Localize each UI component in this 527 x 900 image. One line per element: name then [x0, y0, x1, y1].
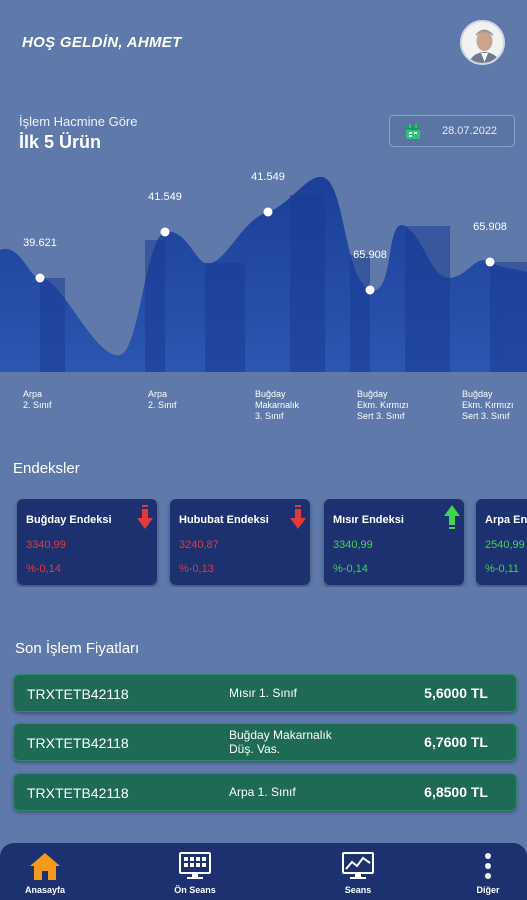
- trade-price: 6,8500 TL: [424, 784, 488, 800]
- index-name: Buğday Endeksi: [26, 514, 112, 526]
- index-card-arpa[interactable]: Arpa Endeksi 2540,99 %-0,11: [476, 499, 527, 585]
- chart-category-label: Arpa 2. Sınıf: [23, 389, 52, 410]
- chart-point-label: 65.908: [353, 249, 387, 261]
- arrow-up-icon: [444, 505, 460, 529]
- index-name: Arpa Endeksi: [485, 514, 527, 526]
- nav-tab-diger[interactable]: Diğer: [448, 843, 527, 900]
- chart-category-label: Arpa 2. Sınıf: [148, 389, 177, 410]
- nav-label: Seans: [344, 885, 372, 895]
- trade-row[interactable]: TRXTETB42118 Arpa 1. Sınıf 6,8500 TL: [13, 773, 517, 811]
- avatar[interactable]: [460, 20, 505, 65]
- indices-title: Endeksler: [13, 460, 80, 477]
- arrow-down-icon: [137, 505, 153, 529]
- chart-vertical-bands: [40, 195, 527, 372]
- index-value: 3340,99: [333, 539, 373, 551]
- chart-point-label: 41.549: [148, 191, 182, 203]
- monitor-icon: [179, 852, 211, 879]
- nav-tab-seans[interactable]: Seans: [318, 843, 398, 900]
- arrow-down-icon: [290, 505, 306, 529]
- trade-price: 5,6000 TL: [424, 685, 488, 701]
- trade-code: TRXTETB42118: [27, 686, 129, 702]
- chart-point-label: 65.908: [473, 221, 507, 233]
- chart-point[interactable]: [365, 285, 375, 295]
- chart-monitor-icon: [342, 852, 374, 879]
- trades-title: Son İşlem Fiyatları: [15, 640, 140, 657]
- index-name: Hububat Endeksi: [179, 514, 269, 526]
- trade-price: 6,7600 TL: [424, 734, 488, 750]
- index-value: 3240,87: [179, 539, 219, 551]
- chart-points: [35, 207, 495, 295]
- index-change: %-0,11: [485, 563, 520, 575]
- more-vertical-icon: [485, 853, 491, 879]
- nav-label: Diğer: [476, 885, 500, 895]
- chart-category-label: Buğday Ekm. Kırmızı Sert 3. Sınıf: [462, 389, 514, 421]
- chart-point[interactable]: [485, 257, 495, 267]
- greeting-title: HOŞ GELDİN, AHMET: [22, 34, 182, 51]
- chart-subtitle: İşlem Hacmine Göre: [19, 114, 138, 129]
- trade-product: Buğday Makarnalık Düş. Vas.: [229, 728, 332, 756]
- nav-label: Anasayfa: [24, 885, 66, 895]
- index-change: %-0,14: [333, 563, 368, 575]
- index-change: %-0,13: [179, 563, 214, 575]
- chart-point-label: 39.621: [23, 237, 57, 249]
- chart-category-label: Buğday Ekm. Kırmızı Sert 3. Sınıf: [357, 389, 409, 421]
- bottom-navigation: Anasayfa Ön Seans Seans Diğer: [0, 843, 527, 900]
- trade-product: Mısır 1. Sınıf: [229, 686, 298, 700]
- chart-point-labels: 39.621 41.549 41.549 65.908 65.908: [23, 171, 507, 261]
- nav-label: Ön Seans: [174, 885, 216, 895]
- calendar-icon: [406, 124, 420, 139]
- chart-category-label: Buğday Makarnalık 3. Sınıf: [255, 389, 300, 421]
- index-card-misir[interactable]: Mısır Endeksi 3340,99 %-0,14: [324, 499, 464, 585]
- chart-point[interactable]: [35, 273, 45, 283]
- index-value: 3340,99: [26, 539, 66, 551]
- chart-area: [0, 176, 527, 372]
- trade-row[interactable]: TRXTETB42118 Buğday Makarnalık Düş. Vas.…: [13, 723, 517, 761]
- trade-product: Arpa 1. Sınıf: [229, 785, 296, 799]
- index-card-hububat[interactable]: Hububat Endeksi 3240,87 %-0,13: [170, 499, 310, 585]
- indices-carousel[interactable]: Buğday Endeksi 3340,99 %-0,14 Hububat En…: [0, 499, 527, 587]
- chart-title: İlk 5 Ürün: [19, 132, 102, 152]
- index-name: Mısır Endeksi: [333, 514, 404, 526]
- index-card-bugday[interactable]: Buğday Endeksi 3340,99 %-0,14: [17, 499, 157, 585]
- user-photo-icon: [462, 22, 503, 63]
- date-value: 28.07.2022: [442, 125, 498, 137]
- trade-code: TRXTETB42118: [27, 735, 129, 751]
- index-change: %-0,14: [26, 563, 61, 575]
- nav-tab-on-seans[interactable]: Ön Seans: [155, 843, 235, 900]
- nav-tab-anasayfa[interactable]: Anasayfa: [5, 843, 85, 900]
- index-value: 2540,99: [485, 539, 525, 551]
- volume-area-chart: 39.621 41.549 41.549 65.908 65.908: [0, 171, 527, 372]
- trade-code: TRXTETB42118: [27, 785, 129, 801]
- date-picker[interactable]: 28.07.2022: [389, 115, 515, 147]
- chart-point[interactable]: [160, 227, 170, 237]
- trade-row[interactable]: TRXTETB42118 Mısır 1. Sınıf 5,6000 TL: [13, 674, 517, 712]
- home-icon: [30, 853, 60, 880]
- chart-point[interactable]: [263, 207, 273, 217]
- chart-point-label: 41.549: [251, 171, 285, 183]
